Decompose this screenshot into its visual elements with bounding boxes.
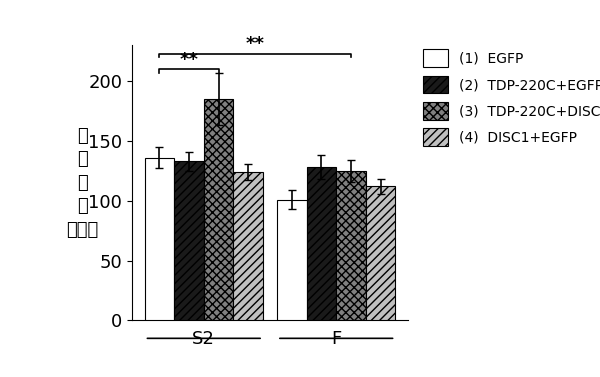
Bar	[336, 171, 366, 320]
Bar	[366, 187, 395, 320]
Text: 滞
在
時
間
（秒）: 滞 在 時 間 （秒）	[66, 127, 98, 239]
Legend: (1)  EGFP, (2)  TDP-220C+EGFP, (3)  TDP-220C+DISC1, (4)  DISC1+EGFP: (1) EGFP, (2) TDP-220C+EGFP, (3) TDP-220…	[421, 47, 600, 149]
Text: **: **	[179, 51, 199, 69]
Bar	[277, 199, 307, 320]
Bar	[145, 158, 174, 320]
Text: **: **	[245, 35, 265, 53]
Bar	[174, 161, 204, 320]
Bar	[307, 167, 336, 320]
Bar	[204, 99, 233, 320]
Bar	[233, 172, 263, 320]
